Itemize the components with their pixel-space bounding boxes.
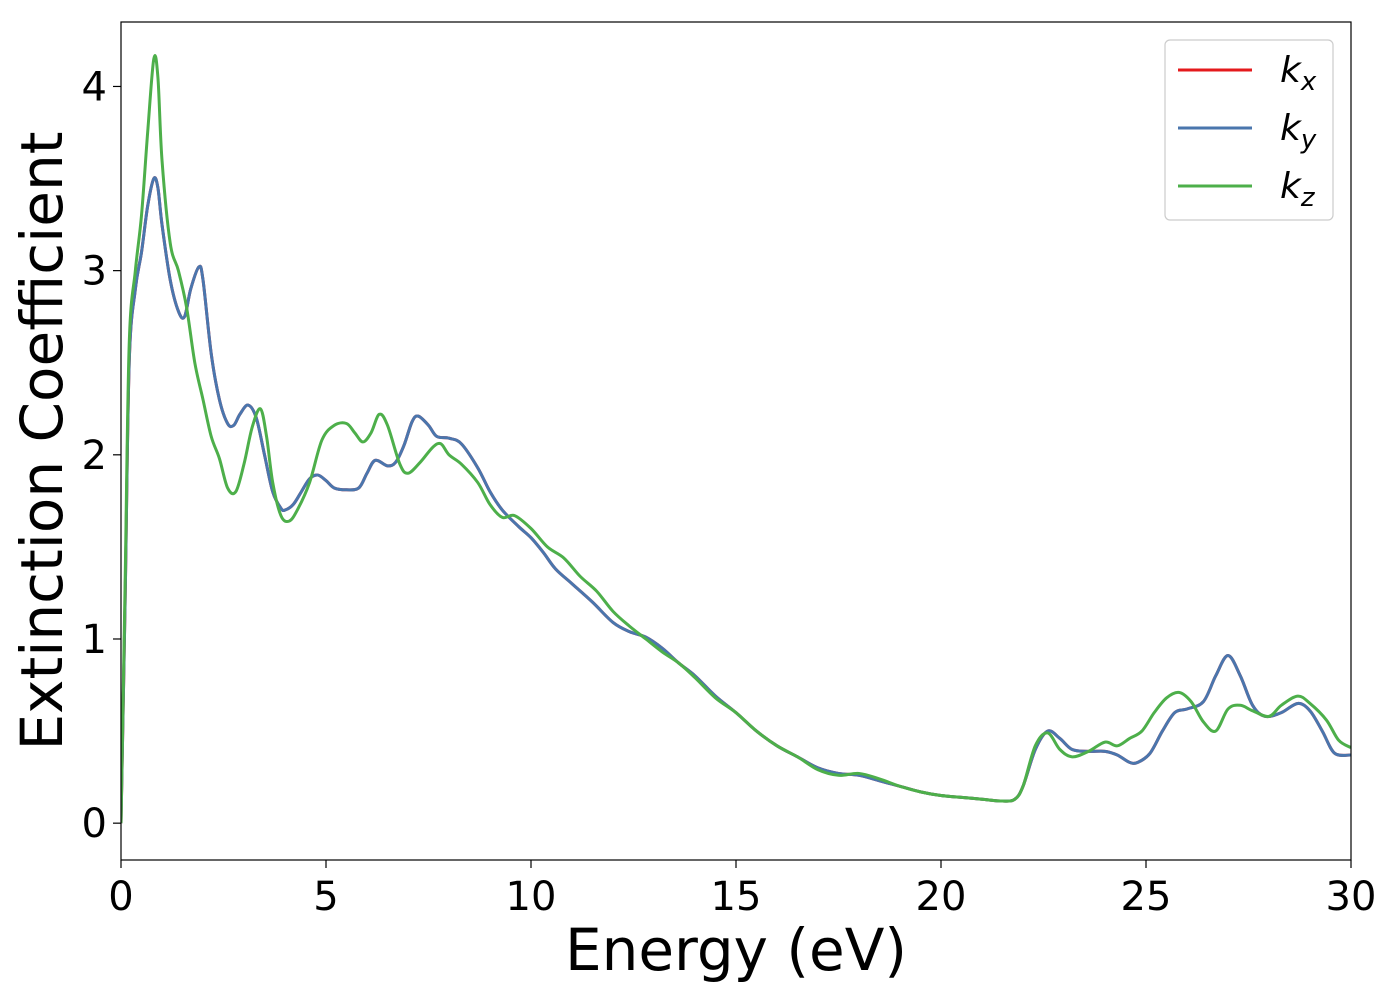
x-tick-label: 5 [313, 874, 338, 920]
y-axis-ticks: 0 1 2 3 4 [82, 64, 121, 847]
x-tick-label: 10 [506, 874, 557, 920]
x-tick-label: 25 [1121, 874, 1172, 920]
x-axis-label: Energy (eV) [565, 916, 907, 984]
series-line-ky [121, 176, 1351, 824]
legend-label-ky: ky [1280, 108, 1317, 155]
series-line-kz [121, 53, 1351, 824]
series-layer [121, 53, 1351, 824]
legend-box [1164, 39, 1334, 221]
x-tick-label: 30 [1326, 874, 1377, 920]
y-tick-label: 3 [82, 249, 107, 295]
y-tick-label: 4 [82, 64, 107, 110]
x-axis-ticks: 0 5 10 15 20 25 30 [108, 860, 1376, 920]
x-tick-label: 20 [916, 874, 967, 920]
y-tick-label: 2 [82, 433, 107, 479]
x-tick-label: 0 [108, 874, 133, 920]
y-axis-label: Extinction Coefficient [8, 132, 76, 751]
y-tick-label: 1 [82, 617, 107, 663]
y-tick-label: 0 [82, 801, 107, 847]
legend-label-kx: kx [1280, 50, 1317, 97]
x-tick-label: 15 [711, 874, 762, 920]
